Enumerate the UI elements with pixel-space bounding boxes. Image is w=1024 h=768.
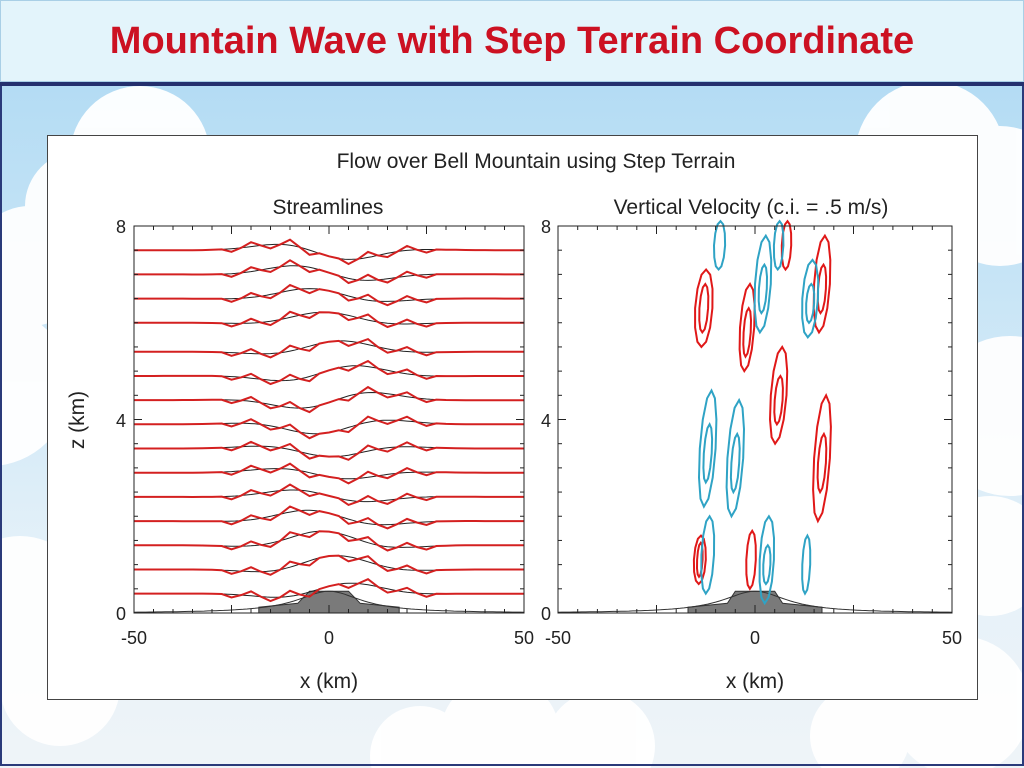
title-bar xyxy=(0,0,1024,82)
right-plot-frame xyxy=(557,225,953,614)
downdraft-contour xyxy=(753,233,773,335)
left-xtick-0: 0 xyxy=(324,628,334,648)
left-plot-frame xyxy=(133,225,525,614)
model-streamline xyxy=(134,310,524,329)
streamline-plot xyxy=(133,225,525,614)
right-xtick-m50: -50 xyxy=(545,628,571,648)
downdraft-contour xyxy=(697,388,718,509)
downdraft-contour xyxy=(729,431,741,495)
downdraft-contour xyxy=(757,262,769,316)
downdraft-contour xyxy=(801,533,812,596)
right-ytick-8: 8 xyxy=(541,217,551,237)
model-streamline xyxy=(134,259,524,285)
left-ylabel: z (km) xyxy=(66,391,89,449)
updraft-contour xyxy=(768,344,789,446)
model-streamline xyxy=(134,283,524,307)
model-streamline xyxy=(134,505,524,530)
downdraft-contour xyxy=(762,543,772,586)
model-streamline xyxy=(134,337,524,359)
downdraft-contour xyxy=(725,397,746,519)
slide-title: Mountain Wave with Step Terrain Coordina… xyxy=(109,20,915,62)
bell-terrain-left xyxy=(133,590,525,613)
reference-streamline xyxy=(134,365,524,382)
model-streamline xyxy=(134,483,524,507)
step-terrain-right xyxy=(687,590,823,614)
downdraft-contour xyxy=(801,258,820,339)
updraft-contour xyxy=(742,306,753,359)
updraft-contour xyxy=(812,233,832,335)
left-ytick-0: 0 xyxy=(116,604,126,624)
left-xlabel: x (km) xyxy=(300,670,358,693)
left-ytick-8: 8 xyxy=(116,217,126,237)
left-xtick-m50: -50 xyxy=(121,628,147,648)
downdraft-contour xyxy=(700,514,716,596)
downdraft-contour xyxy=(702,422,714,485)
updraft-contour xyxy=(780,219,793,272)
bell-terrain-right xyxy=(557,590,953,613)
downdraft-contour xyxy=(758,514,776,606)
right-xlabel: x (km) xyxy=(726,670,784,693)
updraft-contour xyxy=(694,267,714,349)
right-ytick-4: 4 xyxy=(541,411,551,431)
model-streamline xyxy=(134,530,524,552)
left-xtick-50: 50 xyxy=(514,628,534,648)
figure-panel: Flow over Bell Mountain using Step Terra… xyxy=(47,135,978,700)
vertical-velocity-plot xyxy=(557,219,953,614)
updraft-contour xyxy=(738,282,756,374)
model-streamline xyxy=(134,440,524,461)
model-streamline xyxy=(134,385,524,414)
model-streamline xyxy=(134,554,524,576)
downdraft-contour xyxy=(805,282,816,325)
updraft-contour xyxy=(745,528,757,591)
right-xtick-50: 50 xyxy=(942,628,962,648)
figure-svg: Flow over Bell Mountain using Step Terra… xyxy=(66,150,962,693)
left-panel-title: Streamlines xyxy=(273,196,384,219)
updraft-contour xyxy=(773,374,784,427)
right-xtick-0: 0 xyxy=(750,628,760,648)
updraft-contour xyxy=(816,431,828,495)
model-streamline xyxy=(134,462,524,485)
downdraft-contour xyxy=(772,219,785,272)
left-ytick-4: 4 xyxy=(116,411,126,431)
right-panel-title: Vertical Velocity (c.i. = .5 m/s) xyxy=(614,196,889,219)
right-ytick-0: 0 xyxy=(541,604,551,624)
model-streamline xyxy=(134,578,524,603)
figure-title: Flow over Bell Mountain using Step Terra… xyxy=(337,150,736,173)
updraft-contour xyxy=(812,392,832,524)
model-streamline xyxy=(134,238,524,266)
title-rule xyxy=(0,82,1024,86)
updraft-contour xyxy=(698,282,710,335)
downdraft-contour xyxy=(712,219,727,272)
model-streamline xyxy=(134,415,524,440)
model-streamline xyxy=(134,359,524,386)
